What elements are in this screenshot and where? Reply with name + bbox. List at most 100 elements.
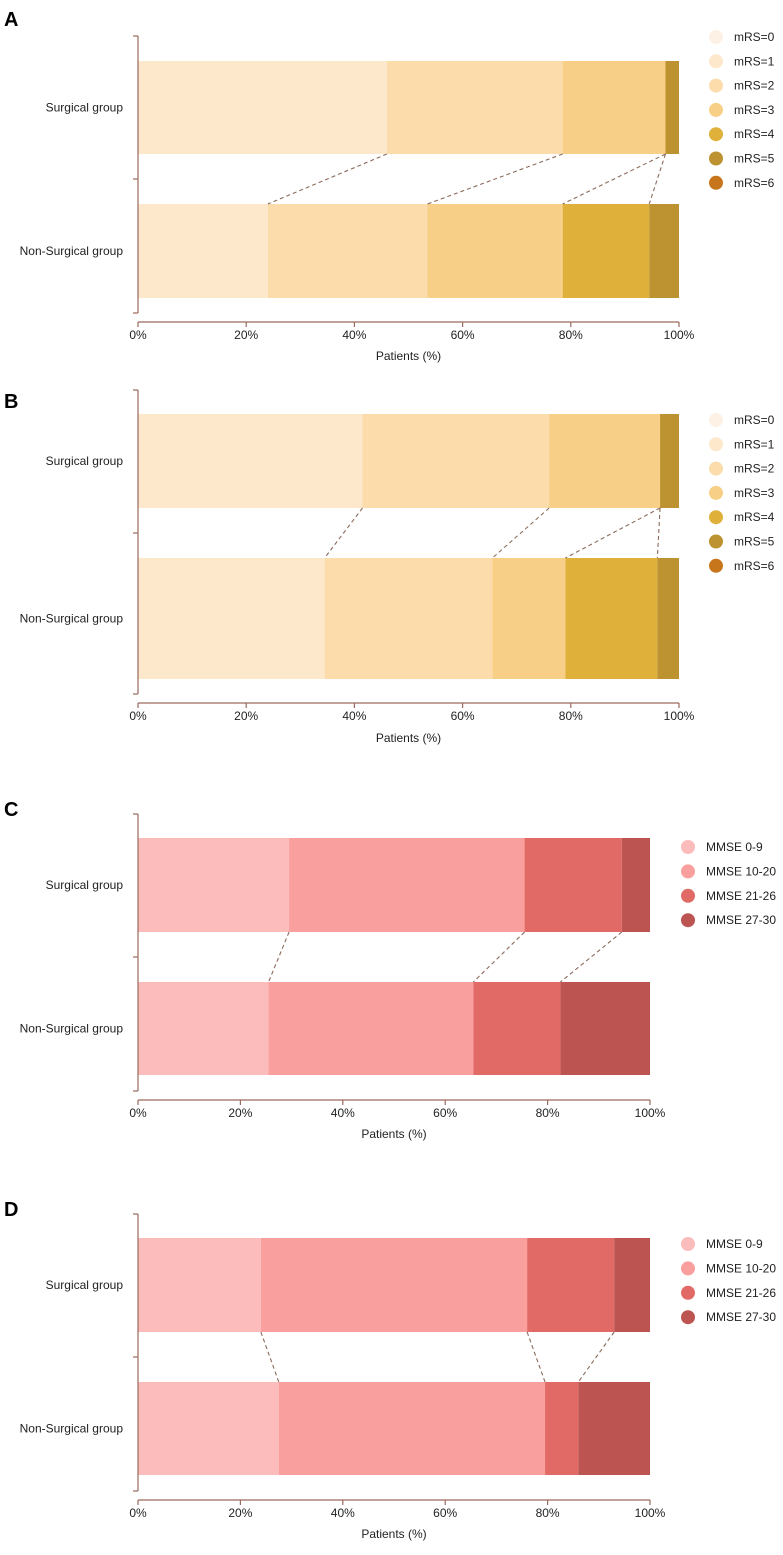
- connector-line: [562, 153, 666, 205]
- connector-line: [560, 931, 623, 983]
- connector-line: [268, 931, 290, 983]
- legend-marker: [709, 175, 723, 190]
- category-label: Non-Surgical group: [20, 244, 124, 258]
- panel-letter: C: [4, 799, 18, 821]
- legend-label: mRS=2: [734, 462, 775, 476]
- bar-segment: [267, 204, 428, 298]
- panel-letter: A: [4, 9, 18, 31]
- legend-marker: [681, 840, 695, 854]
- bar-segment: [138, 61, 387, 154]
- legend-label: MMSE 27-30: [706, 1310, 776, 1324]
- bar-segment: [562, 61, 666, 154]
- connector-line: [577, 1331, 615, 1383]
- legend-label: mRS=4: [734, 510, 775, 524]
- x-tick-label: 60%: [433, 1106, 457, 1120]
- bar-segment: [362, 414, 550, 508]
- bar-segment: [138, 838, 290, 932]
- legend-marker: [709, 558, 723, 573]
- category-label: Surgical group: [46, 878, 124, 892]
- bar-segment: [524, 838, 622, 932]
- category-label: Surgical group: [46, 1278, 124, 1292]
- panel-d: D Surgical group Non-Surgical group 0% 20% 40…: [4, 1199, 776, 1541]
- legend-label: mRS=0: [734, 30, 775, 44]
- legend-label: mRS=4: [734, 127, 775, 141]
- x-tick-label: 100%: [635, 1506, 666, 1520]
- legend-marker: [709, 102, 723, 117]
- bar-segment: [278, 1382, 546, 1475]
- x-tick-label: 100%: [664, 709, 695, 723]
- bar-segment: [565, 558, 658, 679]
- category-label: Non-Surgical group: [20, 1422, 124, 1436]
- panel-letter: D: [4, 1199, 18, 1221]
- bar-segment: [268, 982, 474, 1075]
- connector-line: [324, 507, 363, 559]
- bar-segment: [549, 414, 661, 508]
- legend-label: MMSE 0-9: [706, 840, 763, 854]
- bar-segment: [492, 558, 566, 679]
- x-tick-label: 0%: [129, 328, 147, 342]
- x-tick-label: 20%: [228, 1506, 252, 1520]
- x-tick-label: 0%: [129, 1506, 147, 1520]
- connector-line: [656, 507, 661, 559]
- legend-marker: [681, 864, 695, 879]
- category-label: Surgical group: [46, 101, 124, 115]
- x-tick-label: 0%: [129, 1106, 147, 1120]
- category-label: Non-Surgical group: [20, 1022, 124, 1036]
- x-axis-label: Patients (%): [361, 1527, 426, 1541]
- legend-marker: [681, 913, 695, 928]
- x-tick-label: 40%: [342, 328, 366, 342]
- bar-segment: [545, 1382, 579, 1475]
- legend-marker: [709, 510, 723, 525]
- x-tick-label: 60%: [433, 1506, 457, 1520]
- connector-line: [526, 1331, 546, 1383]
- legend-label: MMSE 10-20: [706, 864, 776, 878]
- bar-segment: [138, 558, 325, 679]
- x-tick-label: 100%: [635, 1106, 666, 1120]
- bar-segment: [560, 982, 650, 1075]
- category-label: Non-Surgical group: [20, 612, 124, 626]
- x-tick-label: 60%: [451, 328, 475, 342]
- legend-label: MMSE 21-26: [706, 1286, 776, 1300]
- bar-segment: [649, 204, 679, 298]
- legend-label: MMSE 0-9: [706, 1237, 763, 1251]
- x-tick-label: 20%: [234, 709, 258, 723]
- x-tick-label: 40%: [331, 1106, 355, 1120]
- bar-segment: [289, 838, 525, 932]
- x-tick-label: 40%: [331, 1506, 355, 1520]
- legend-marker: [709, 461, 723, 476]
- bar-segment: [614, 1238, 650, 1332]
- connector-line: [648, 153, 667, 205]
- bar-segment: [324, 558, 493, 679]
- legend-label: MMSE 10-20: [706, 1261, 776, 1275]
- x-tick-label: 80%: [559, 709, 583, 723]
- legend-label: mRS=5: [734, 535, 775, 549]
- bar-segment: [473, 982, 561, 1075]
- legend-label: mRS=6: [734, 176, 775, 190]
- legend-label: mRS=1: [734, 54, 775, 68]
- x-tick-label: 80%: [536, 1106, 560, 1120]
- bar-segment: [427, 204, 563, 298]
- legend-label: mRS=6: [734, 559, 775, 573]
- category-label: Surgical group: [46, 454, 124, 468]
- legend-marker: [681, 1285, 695, 1300]
- bar-segment: [665, 61, 679, 154]
- bar-segment: [657, 558, 679, 679]
- bar-segment: [138, 414, 363, 508]
- bar-segment: [578, 1382, 650, 1475]
- legend-marker: [681, 1237, 695, 1251]
- bar-segment: [386, 61, 563, 154]
- bar-segment: [562, 204, 650, 298]
- x-tick-label: 20%: [234, 328, 258, 342]
- legend-marker: [709, 54, 723, 69]
- legend-label: MMSE 27-30: [706, 913, 776, 927]
- bar-segment: [138, 1238, 261, 1332]
- connector-line: [565, 507, 661, 559]
- legend-label: mRS=0: [734, 413, 775, 427]
- x-tick-label: 100%: [664, 328, 695, 342]
- x-tick-label: 80%: [559, 328, 583, 342]
- bar-segment: [621, 838, 650, 932]
- legend-label: mRS=1: [734, 437, 775, 451]
- x-axis-label: Patients (%): [376, 349, 441, 363]
- x-axis-label: Patients (%): [376, 731, 441, 745]
- legend-label: mRS=3: [734, 103, 775, 117]
